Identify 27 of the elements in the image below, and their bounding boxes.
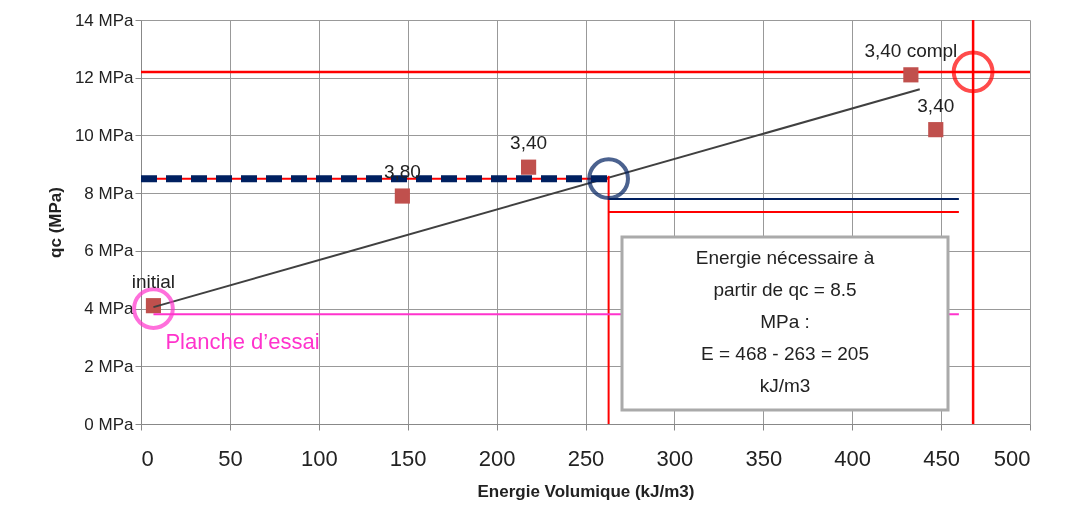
annotation: initial (131, 270, 176, 292)
annotation: Energie nécessaire à partir de qc = 8.5 MPa : E = 468 - 263 = 205 kJ/m3 (695, 247, 875, 396)
x-tick-label: 0 (141, 445, 154, 471)
x-tick-label: 350 (745, 445, 783, 471)
x-axis-title: Energie Volumique (kJ/m3) (477, 481, 695, 501)
annotation: 3,80 (383, 161, 421, 183)
x-tick-label: 50 (218, 445, 243, 471)
series-label: Planche d’essai (165, 329, 320, 355)
y-tick-label: 6 MPa (84, 241, 135, 261)
y-tick-label: 14 MPa (74, 10, 135, 30)
y-axis-title: qc (MPa) (45, 187, 65, 258)
x-tick-label: 300 (656, 445, 694, 471)
y-tick-label: 2 MPa (84, 356, 135, 376)
x-tick-label: 500 (993, 445, 1031, 471)
y-tick-label: 10 MPa (74, 125, 135, 145)
annotation: 3,40 (510, 132, 548, 154)
x-tick-label: 100 (300, 445, 338, 471)
x-tick-label: 200 (478, 445, 516, 471)
x-tick-label: 450 (923, 445, 960, 471)
x-tick-label: 400 (834, 445, 872, 471)
y-tick-label: 0 MPa (84, 414, 135, 434)
x-tick-label: 150 (389, 445, 427, 471)
annotation: 3,40 compl (864, 39, 958, 61)
y-tick-label: 8 MPa (84, 183, 135, 203)
y-tick-label: 12 MPa (74, 68, 135, 88)
x-tick-label: 250 (567, 445, 605, 471)
annotation: 3,40 (917, 94, 955, 116)
